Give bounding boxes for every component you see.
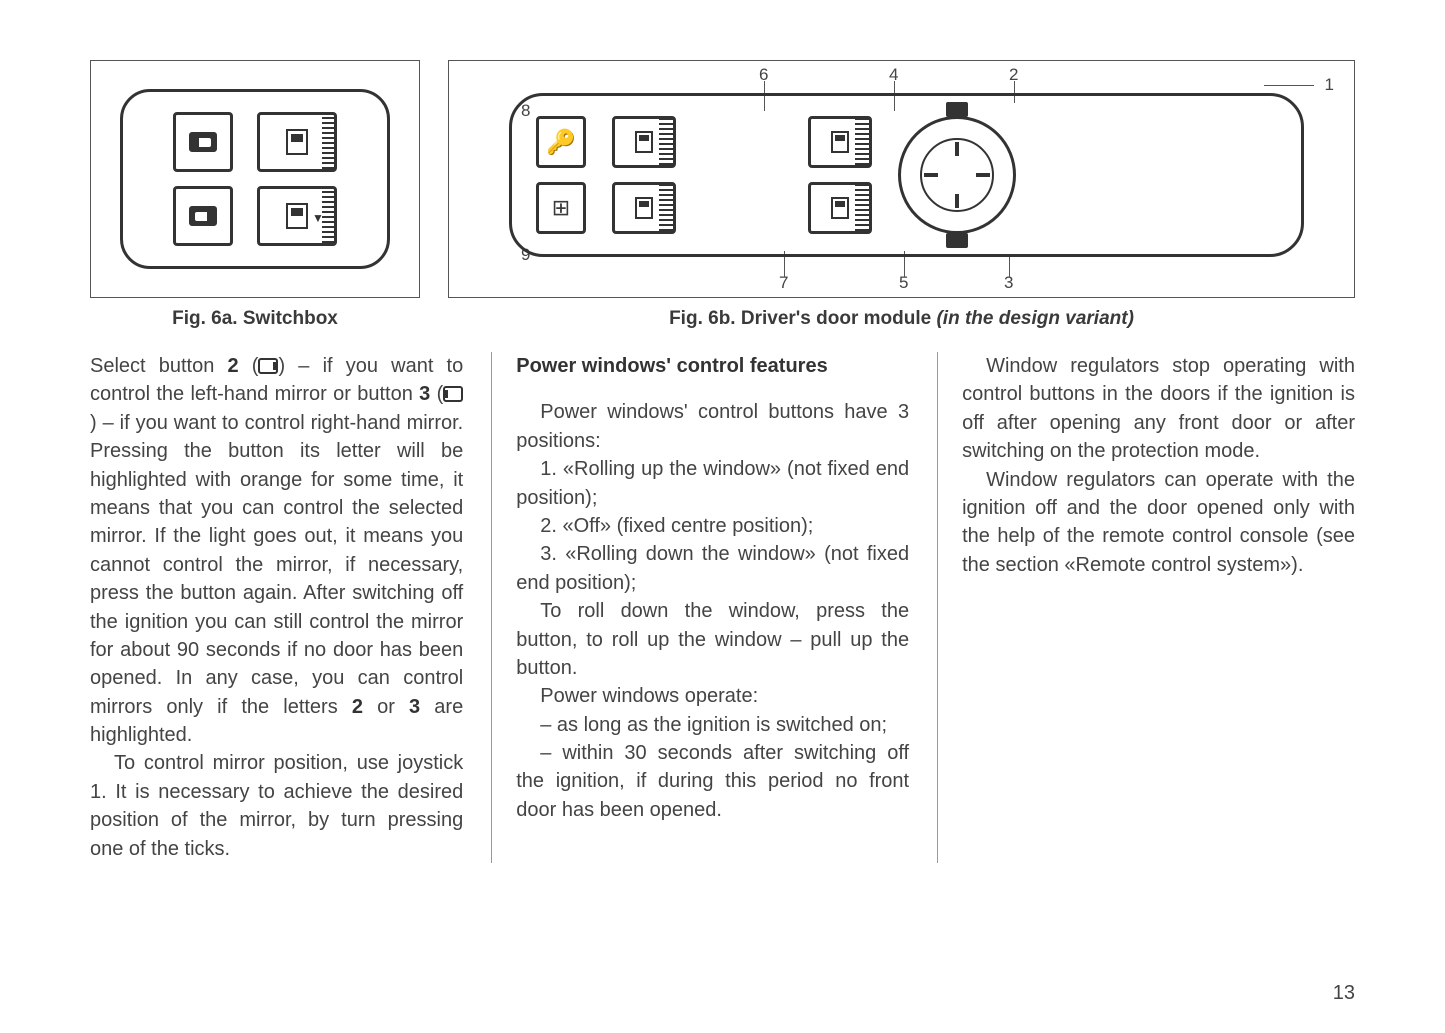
figure-6b-caption-variant: (in the design variant) [936,308,1133,329]
figures-row: Fig. 6a. Switchbox 6 4 2 1 8 9 7 5 3 🔑 [90,60,1355,330]
column-middle: Power windows' control features Power wi… [491,352,909,863]
col1-para2: To control mirror position, use joystick… [90,749,463,863]
txt: ) – if you want to control right-hand mi… [90,412,463,718]
column-left: Select button 2 ( ) – if you want to cont… [90,352,463,863]
window-down-button-icon [257,186,337,246]
col3-p1: Window regulators stop operating with co… [962,352,1355,466]
txt: ( [430,383,443,405]
col2-p5: To roll down the window, press the butto… [516,597,909,682]
mirror-top-indicator-icon [946,102,968,117]
txt: ( [239,355,259,377]
window-up-button-icon [257,112,337,172]
txt: Select button [90,355,228,377]
mirror-joystick-icon [898,116,1016,234]
ddm-panel: 🔑 ⊞ [509,93,1304,257]
col2-p2: 1. «Rolling up the window» (not fixed en… [516,455,909,512]
bold-2: 2 [228,355,239,377]
figure-6b: 6 4 2 1 8 9 7 5 3 🔑 ⊞ [448,60,1355,330]
col2-p3: 2. «Off» (fixed centre position); [516,512,909,540]
text-columns: Select button 2 ( ) – if you want to cont… [90,352,1355,863]
col2-p7: – as long as the ignition is switched on… [516,711,909,739]
mirror-left-inline-icon [258,358,278,374]
bold-3: 3 [419,383,430,405]
window-rear-left-icon [612,182,676,234]
callout-1: 1 [1325,75,1334,95]
power-windows-title: Power windows' control features [516,352,909,380]
window-front-left-icon [612,116,676,168]
col2-p1: Power windows' control buttons have 3 po… [516,398,909,455]
bold-3b: 3 [409,696,420,718]
col1-para1: Select button 2 ( ) – if you want to cont… [90,352,463,749]
col3-p2: Window regulators can operate with the i… [962,466,1355,580]
switchbox-panel [120,89,390,269]
col2-p8: – within 30 seconds after switching off … [516,739,909,824]
txt: or [363,696,409,718]
window-rear-right-icon [808,182,872,234]
child-lock-icon: ⊞ [536,182,586,234]
mirror-right-inline-icon [443,386,463,402]
window-front-right-icon [808,116,872,168]
figure-6a-caption: Fig. 6a. Switchbox [90,308,420,330]
column-right: Window regulators stop operating with co… [937,352,1355,863]
page-number: 13 [1333,982,1355,1005]
bold-2b: 2 [352,696,363,718]
ddm-frame: 6 4 2 1 8 9 7 5 3 🔑 ⊞ [448,60,1355,298]
figure-6b-caption-main: Fig. 6b. Driver's door module [669,308,936,329]
figure-6b-caption: Fig. 6b. Driver's door module (in the de… [448,308,1355,330]
mirror-right-button-icon [173,186,233,246]
switchbox-frame [90,60,420,298]
mirror-left-button-icon [173,112,233,172]
key-unlock-icon: 🔑 [536,116,586,168]
col2-p6: Power windows operate: [516,682,909,710]
figure-6a: Fig. 6a. Switchbox [90,60,420,330]
mirror-bottom-indicator-icon [946,233,968,248]
col2-p4: 3. «Rolling down the window» (not fixed … [516,540,909,597]
